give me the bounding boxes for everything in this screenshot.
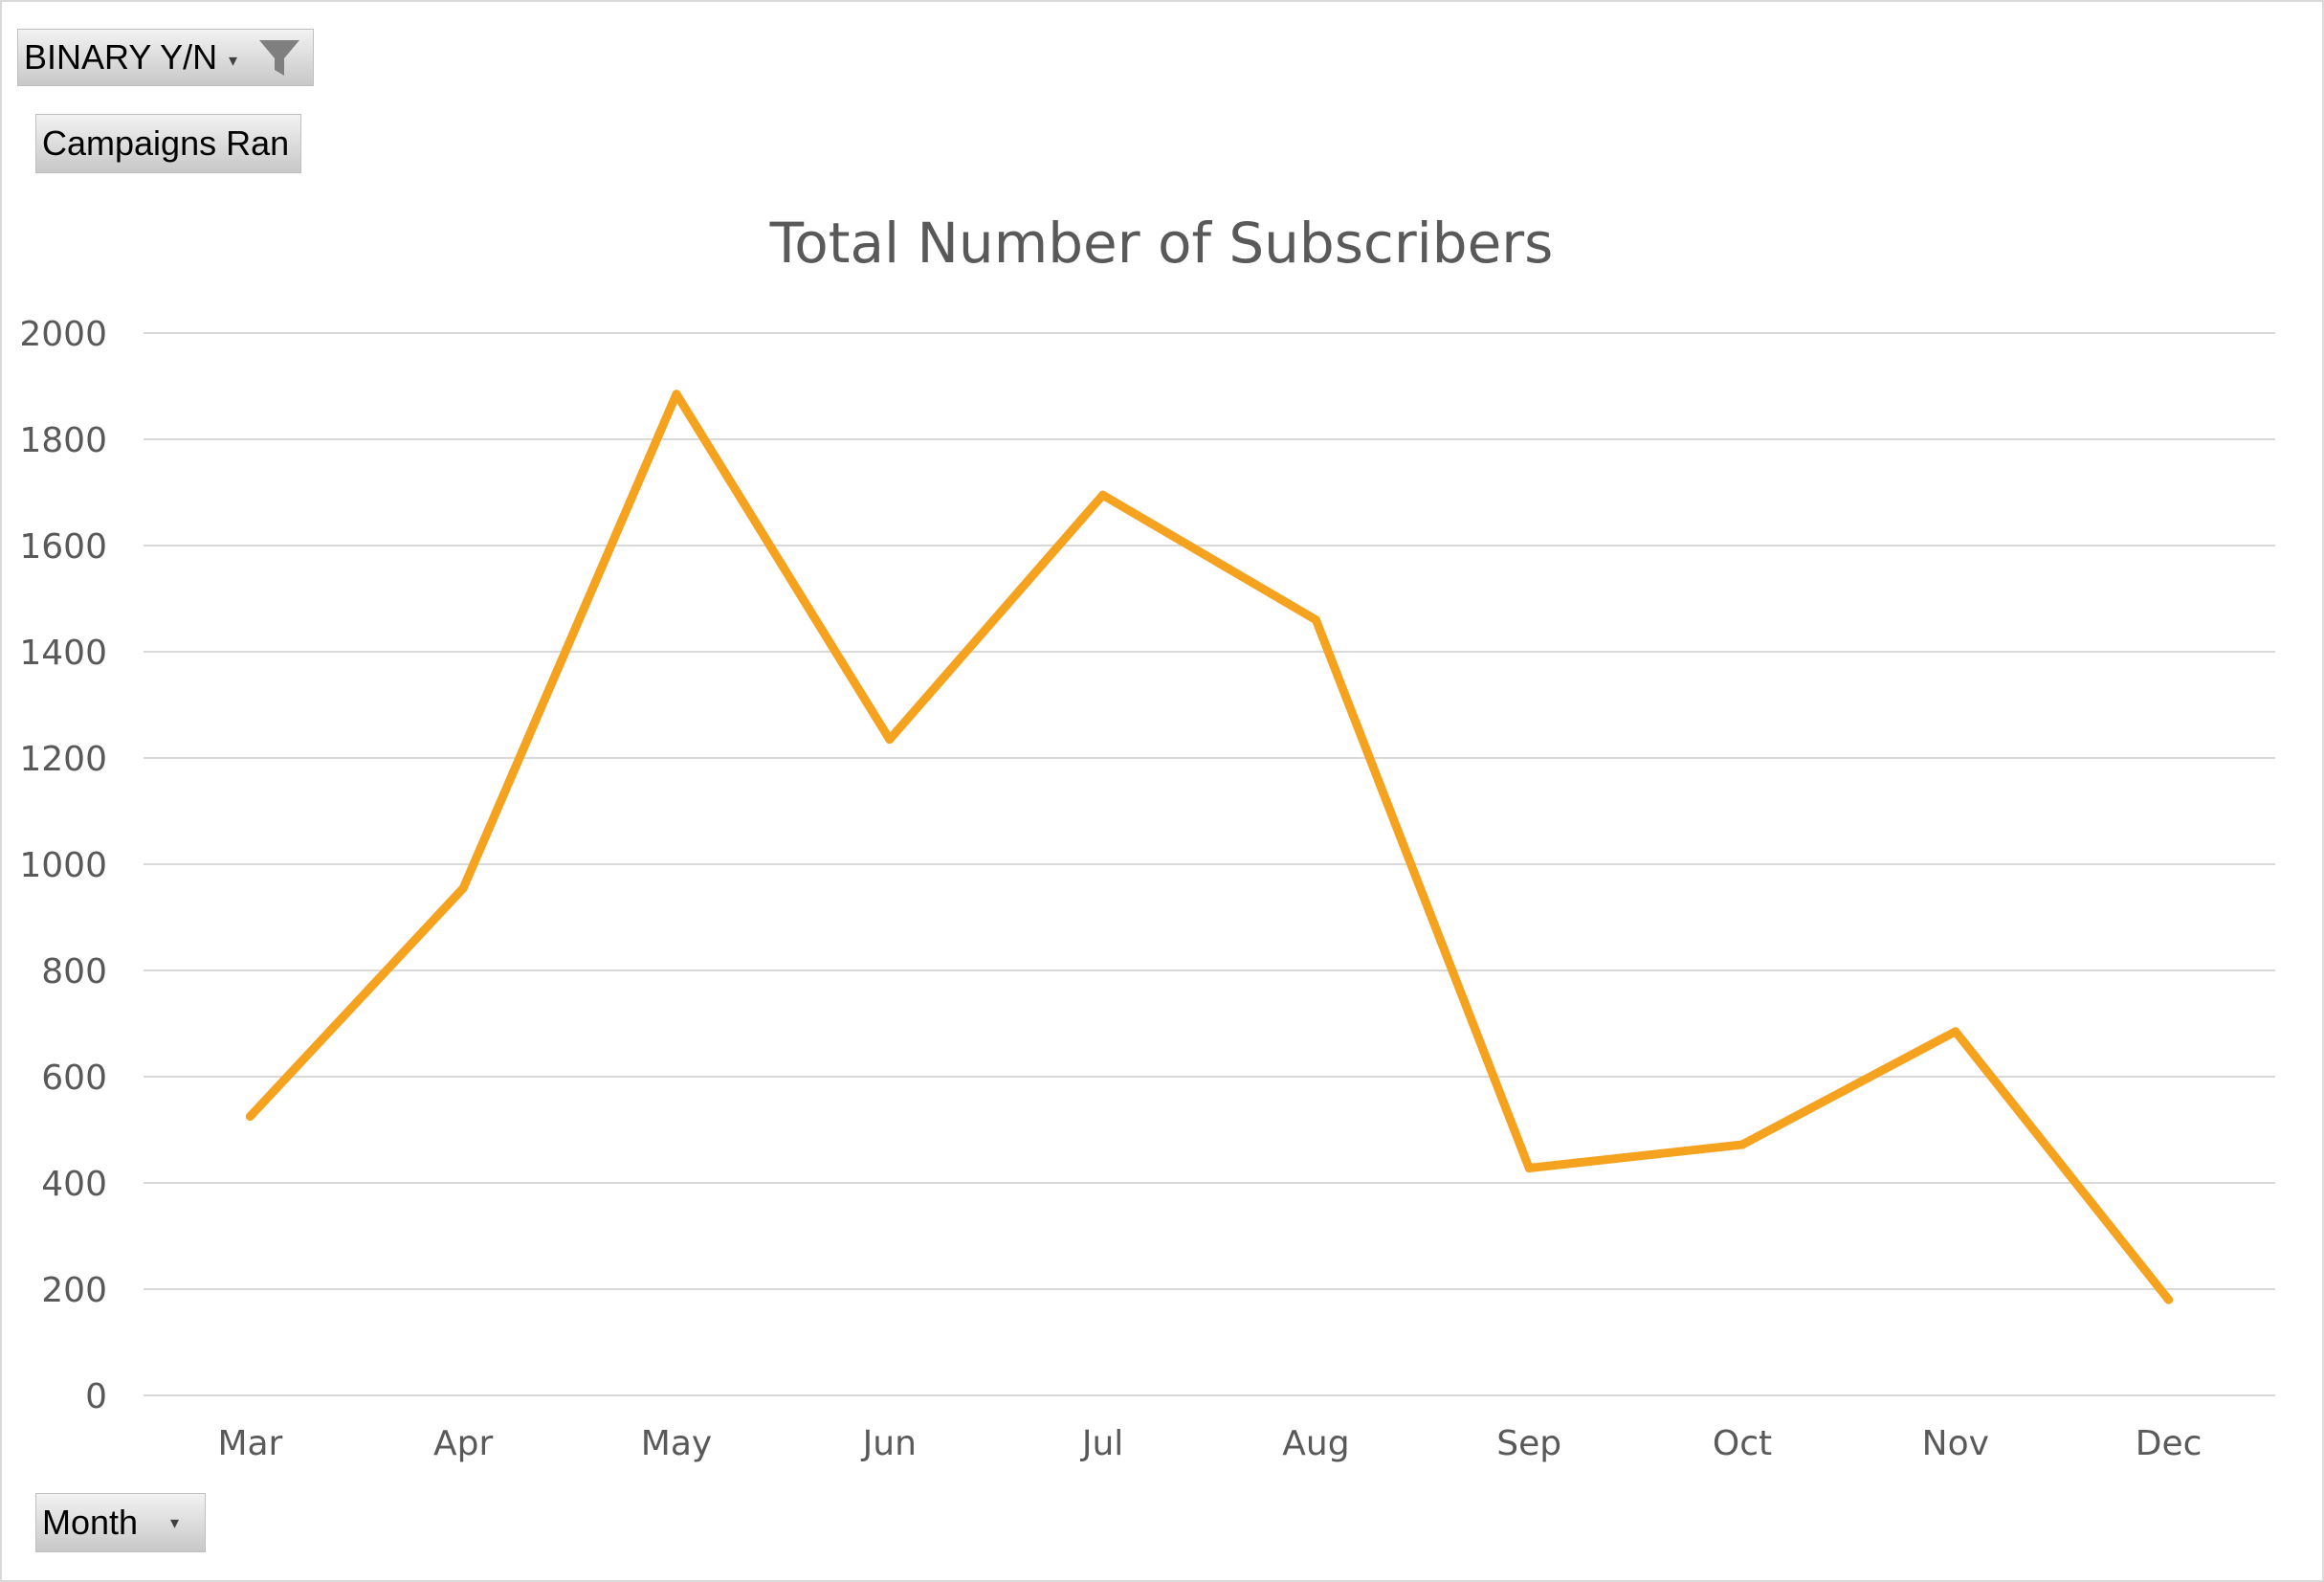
x-tick-label: Jul [1080, 1424, 1123, 1463]
data-point [1311, 615, 1320, 625]
report-filter-button[interactable]: BINARY Y/N ▾ [17, 29, 314, 86]
x-tick-label: Mar [217, 1424, 282, 1463]
y-tick-label: 400 [41, 1165, 107, 1204]
y-tick-label: 1400 [19, 634, 107, 673]
y-tick-label: 1800 [19, 421, 107, 460]
y-axis-tick-labels: 0 200 400 600 800 1000 1200 1400 1600 1800 2000 [19, 315, 107, 1416]
chart-title: Total Number of Subscribers [769, 211, 1554, 276]
axis-field-label: Month [42, 1503, 139, 1542]
y-tick-label: 800 [41, 952, 107, 992]
y-tick-label: 1200 [19, 740, 107, 779]
x-tick-label: Sep [1496, 1424, 1561, 1463]
x-tick-label: Aug [1282, 1424, 1349, 1463]
data-point [1524, 1163, 1534, 1172]
gridlines [144, 332, 2275, 1396]
axis-field-button[interactable]: Month ▾ [35, 1493, 206, 1552]
data-point [672, 390, 681, 399]
y-tick-label: 1600 [19, 527, 107, 567]
chevron-down-icon[interactable]: ▾ [170, 1513, 180, 1532]
x-tick-label: Oct [1713, 1424, 1772, 1463]
y-tick-label: 2000 [19, 315, 107, 354]
x-tick-label: Apr [433, 1424, 493, 1463]
funnel-icon[interactable] [257, 37, 301, 79]
series-line [245, 390, 2174, 1304]
data-point [2164, 1295, 2174, 1304]
values-field-label: Campaigns Ran [42, 123, 290, 163]
x-tick-label: Nov [1922, 1424, 1989, 1463]
report-filter-label: BINARY Y/N [24, 37, 218, 77]
data-point [885, 735, 895, 745]
chevron-down-icon[interactable]: ▾ [229, 51, 238, 70]
x-tick-label: May [641, 1424, 712, 1463]
data-point [1098, 490, 1108, 500]
x-axis-tick-labels: Mar Apr May Jun Jul Aug Sep Oct Nov Dec [217, 1424, 2202, 1463]
data-point [1737, 1140, 1747, 1149]
x-tick-label: Dec [2136, 1424, 2202, 1463]
y-tick-label: 1000 [19, 846, 107, 885]
x-tick-label: Jun [861, 1424, 917, 1463]
y-tick-label: 200 [41, 1271, 107, 1310]
data-point [458, 883, 468, 893]
series-layer [245, 390, 2174, 1304]
data-point [1951, 1027, 1960, 1036]
y-tick-label: 0 [85, 1377, 107, 1416]
values-field-button[interactable]: Campaigns Ran [35, 114, 301, 173]
y-tick-label: 600 [41, 1058, 107, 1098]
data-point [245, 1112, 255, 1122]
